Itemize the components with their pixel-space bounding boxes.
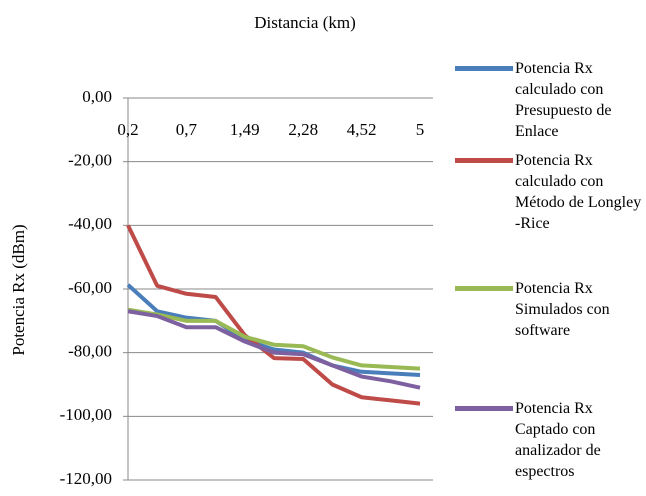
y-tick-label: -20,00 bbox=[68, 151, 112, 170]
x-tick-label: 0,2 bbox=[117, 120, 138, 139]
x-tick-label: 2,28 bbox=[288, 120, 318, 139]
y-tick-label: -80,00 bbox=[68, 342, 112, 361]
y-tick-label: -60,00 bbox=[68, 278, 112, 297]
legend-swatch bbox=[455, 286, 513, 291]
series-line bbox=[127, 309, 421, 390]
series-line bbox=[126, 224, 421, 406]
legend-swatch bbox=[455, 406, 513, 411]
x-axis-title: Distancia (km) bbox=[254, 13, 356, 32]
y-tick-label: -100,00 bbox=[60, 405, 112, 424]
legend-label: Potencia Rx calculado con Presupuesto de… bbox=[515, 60, 612, 140]
legend-swatch bbox=[455, 66, 513, 71]
legend-label: Potencia Rx Captado con analizador de es… bbox=[515, 400, 601, 480]
legend-label: Potencia Rx calculado con Método de Long… bbox=[515, 152, 642, 232]
series-line bbox=[126, 283, 421, 377]
x-tick-label: 4,52 bbox=[347, 120, 377, 139]
y-axis-title: Potencia Rx (dBm) bbox=[9, 224, 28, 355]
x-tick-label: 1,49 bbox=[230, 120, 260, 139]
y-tick-label: -40,00 bbox=[68, 214, 112, 233]
x-tick-label: 0,7 bbox=[176, 120, 198, 139]
series-line bbox=[127, 307, 421, 371]
legend-label: Potencia Rx Simulados con software bbox=[515, 280, 610, 339]
y-tick-label: 0,00 bbox=[82, 87, 112, 106]
legend-swatch bbox=[455, 158, 513, 163]
y-tick-label: -120,00 bbox=[60, 469, 112, 488]
x-tick-label: 5 bbox=[416, 120, 425, 139]
